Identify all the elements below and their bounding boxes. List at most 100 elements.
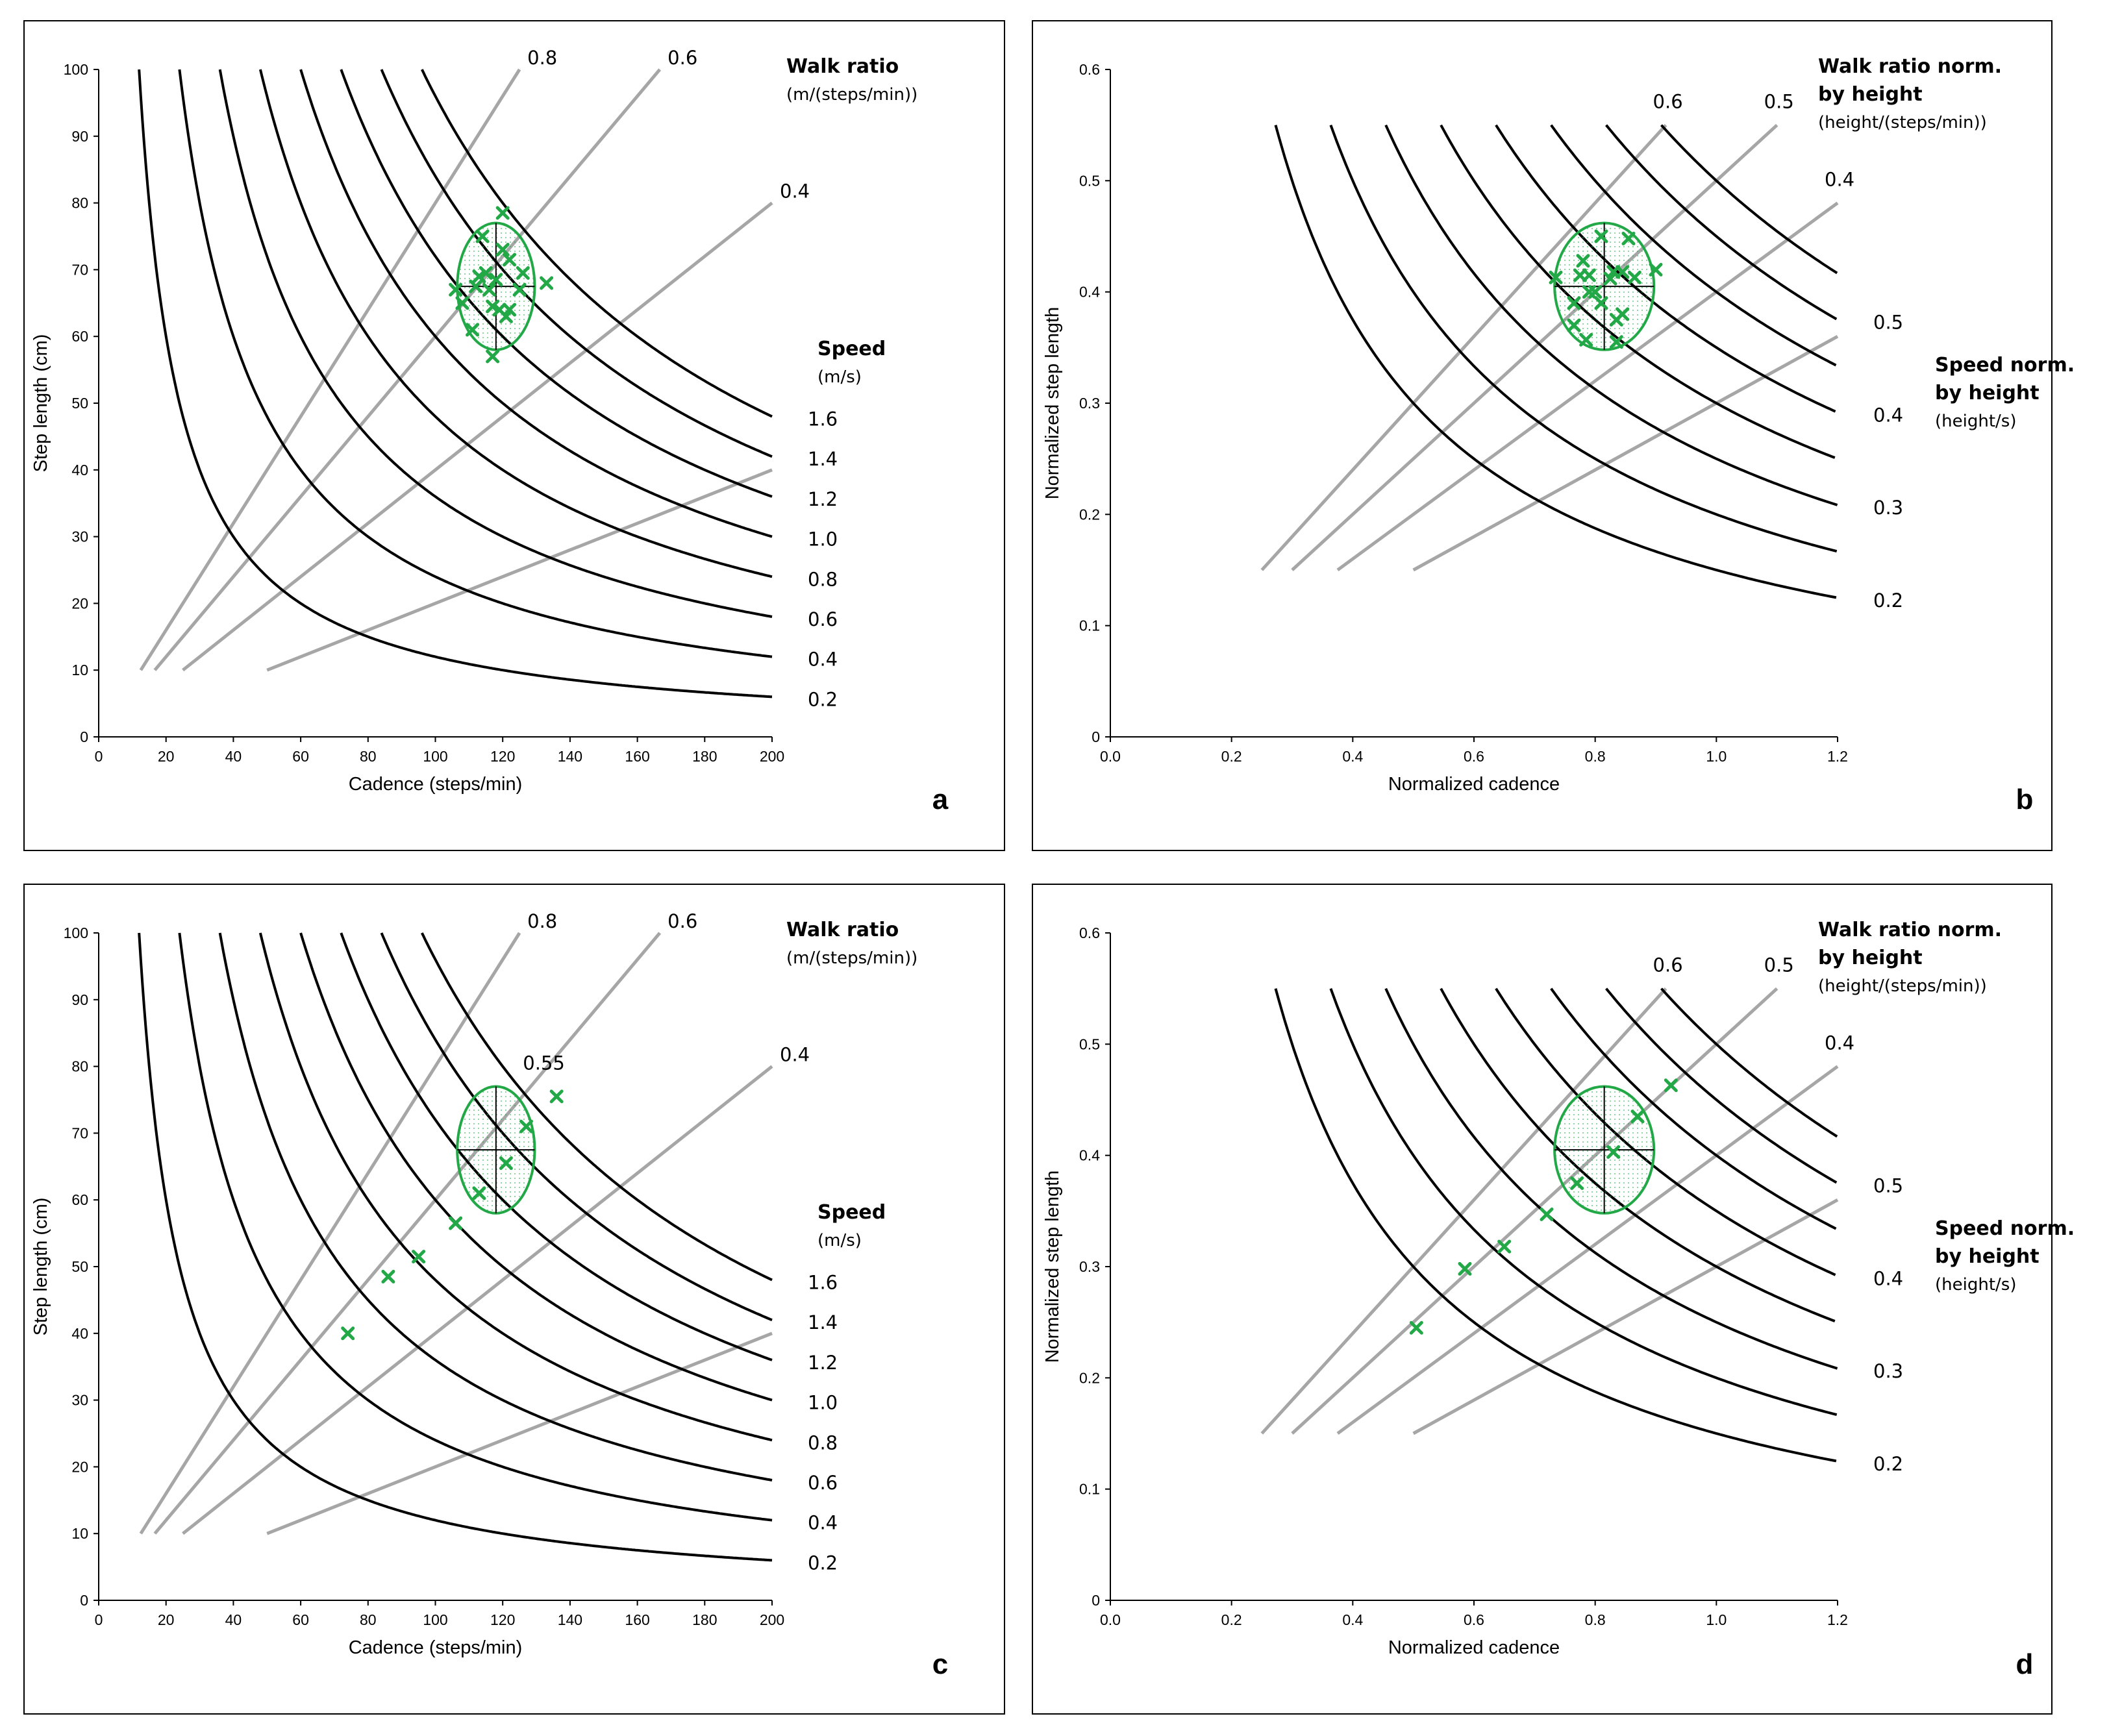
speed-curve [1274,988,1837,1463]
x-tick-label: 160 [625,748,649,765]
x-tick-label: 60 [292,1611,309,1628]
data-point [1567,296,1581,310]
x-tick-label: 0.6 [1464,748,1484,765]
data-point [1540,1207,1554,1221]
speed-curve [1605,987,1838,1184]
panel-d: 0.0 0.2 0.4 0.6 0.8 1.0 1.2 0 0.1 0.2 0.3 0.4 0.5 0.6… [1032,884,2075,1715]
x-tick-label: 1.0 [1706,1611,1727,1628]
speed-unit: (m/s) [817,1231,862,1250]
speed-title: Speed norm. [1935,1217,2075,1240]
data-point [1609,335,1623,349]
y-axis-label: Step length (cm) [31,334,51,473]
data-point [1576,254,1590,268]
data-point [1630,1110,1645,1124]
x-tick-label: 0.8 [1585,1611,1606,1628]
data-point [495,206,510,220]
x-tick-label: 100 [423,748,447,765]
speed-label: 0.4 [808,1512,838,1534]
walk-ratio-line [1412,335,1839,572]
walk-ratio-label: 0.6 [1653,91,1683,113]
x-tick-label: 140 [558,748,582,765]
speed-label: 0.4 [808,649,838,671]
speed-curve [1329,125,1838,553]
plot-area [138,932,773,1562]
speed-label: 0.4 [1873,1267,1903,1289]
walk-ratio-line [182,201,773,672]
panel-letter: a [932,784,949,815]
y-tick-label: 30 [71,1392,88,1409]
data-point [1616,265,1630,279]
y-tick-label: 40 [71,462,88,478]
data-point [469,279,483,293]
x-tick-label: 0.4 [1342,748,1363,765]
x-axis-label: Normalized cadence [1388,1637,1560,1658]
speed-label: 0.2 [1873,1453,1903,1475]
data-point [1627,270,1641,284]
data-point [479,266,493,280]
walk-ratio-label: 0.5 [1764,954,1794,976]
data-point [1497,1239,1512,1254]
panel-frame [23,884,1005,1715]
walk-ratio-label: 0.5 [1764,91,1794,113]
walk-ratio-line [139,68,521,671]
plot-area [1260,987,1839,1463]
data-point [1609,313,1623,327]
y-tick-label: 60 [71,1191,88,1208]
data-point [1588,285,1603,299]
speed-curve [299,69,773,538]
y-tick-label: 10 [71,662,88,678]
walk-ratio-unit: (m/(steps/min)) [786,85,917,105]
walk-ratio-title: Walk ratio [786,55,899,78]
data-point [519,1119,533,1134]
data-point [1606,1145,1621,1159]
speed-curve [258,932,773,1442]
plot-area [1260,123,1839,599]
data-point [482,282,496,297]
speed-label: 0.8 [808,1432,838,1454]
data-point [1603,271,1617,286]
y-tick-label: 0.3 [1079,1258,1100,1275]
x-tick-label: 180 [692,748,717,765]
y-tick-label: 0 [1092,1592,1100,1609]
speed-label: 0.6 [808,1472,838,1494]
data-point [1594,229,1608,243]
x-tick-label: 60 [292,748,309,765]
y-tick-label: 20 [71,1458,88,1475]
x-tick-label: 160 [625,1611,649,1628]
speed-title: Speed [817,1201,886,1224]
speed-label: 1.0 [808,528,838,551]
x-tick-label: 0.2 [1221,1611,1242,1628]
speed-title-2: by height [1935,1245,2040,1268]
walk-ratio-line [1412,1198,1839,1435]
speed-label: 1.2 [808,488,838,510]
speed-curve [421,932,773,1282]
speed-curve [1660,987,1838,1138]
speed-label: 0.5 [1873,312,1903,334]
speed-curve [1495,987,1836,1276]
x-tick-label: 120 [490,748,515,765]
speed-curve [340,69,773,498]
data-point [486,299,500,314]
walk-ratio-label: 0.4 [1825,1032,1854,1054]
x-tick-label: 80 [360,748,377,765]
y-tick-label: 80 [71,195,88,212]
speed-label: 0.2 [808,1552,838,1574]
data-point [499,309,513,323]
data-point [512,282,527,297]
walk-ratio-line [1260,987,1667,1435]
data-point [1458,1261,1472,1276]
x-axis-label: Normalized cadence [1388,774,1560,795]
speed-curve [1329,988,1838,1417]
data-point [449,282,463,297]
x-tick-label: 200 [760,748,784,765]
speed-curve [1550,124,1837,367]
walk-ratio-label: 0.8 [527,910,557,932]
speed-curve [1495,124,1836,413]
x-tick-label: 1.2 [1827,1611,1848,1628]
x-tick-label: 120 [490,1611,515,1628]
y-tick-label: 0.1 [1079,617,1100,634]
walk-ratio-line [1260,123,1667,571]
x-tick-label: 1.2 [1827,748,1848,765]
walk-ratio-label: 0.4 [780,1044,810,1066]
speed-label: 1.4 [808,448,838,470]
